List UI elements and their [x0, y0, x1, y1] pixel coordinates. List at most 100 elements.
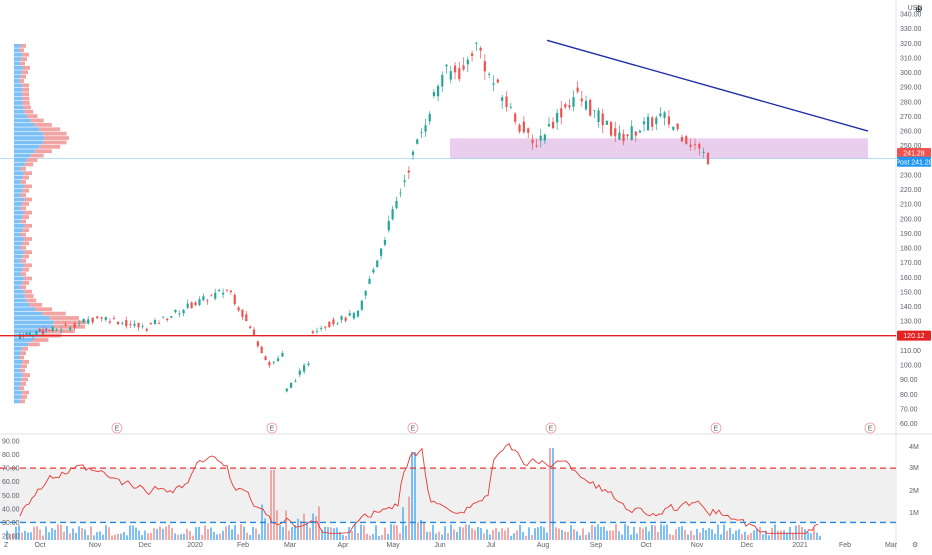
volume-bar: [258, 534, 260, 540]
volume-bar: [609, 530, 611, 540]
volume-profile-down: [19, 355, 24, 360]
candle-body: [69, 327, 72, 330]
candle-body: [672, 126, 675, 130]
volume-profile-up: [14, 219, 21, 224]
volume-bar: [174, 533, 176, 540]
candle-body: [225, 289, 229, 291]
candle-body: [368, 278, 371, 284]
volume-bar: [180, 534, 182, 540]
volume-profile-up: [14, 114, 27, 119]
volume-bar: [408, 496, 410, 540]
volume-profile-down: [20, 166, 26, 171]
volume-profile-down: [22, 83, 29, 88]
volume-bar: [759, 526, 761, 540]
volume-profile-up: [14, 307, 36, 312]
volume-profile-up: [14, 298, 27, 303]
volume-profile-up: [14, 390, 23, 395]
volume-profile-down: [53, 320, 87, 325]
volume-bar: [666, 524, 668, 540]
candle-body: [432, 92, 436, 96]
volume-bar: [552, 448, 554, 540]
volume-bar: [375, 525, 377, 540]
volume-bar: [186, 528, 188, 540]
volume-profile-down: [39, 127, 61, 132]
price-tick-label: 320.00: [900, 41, 922, 48]
volume-bar: [321, 529, 323, 540]
price-tick-label: 310.00: [900, 55, 922, 62]
volume-bar: [435, 533, 437, 540]
volume-bar: [273, 470, 275, 540]
earnings-marker: [864, 422, 876, 434]
candle-body: [112, 317, 116, 319]
volume-profile-up: [14, 359, 23, 364]
time-tick-label: Aug: [537, 542, 550, 549]
volume-bar: [495, 527, 497, 540]
price-tick-label: 330.00: [900, 26, 922, 33]
volume-bar: [717, 524, 719, 540]
candle-body: [601, 113, 604, 126]
volume-profile-up: [14, 399, 21, 404]
add-symbol-icon[interactable]: ⊕: [915, 4, 923, 14]
candle-body: [233, 294, 236, 304]
volume-profile-down: [23, 223, 32, 228]
volume-bar: [96, 532, 98, 540]
candle-body: [642, 121, 646, 125]
volume-bar: [69, 533, 71, 540]
candle-body: [198, 299, 201, 306]
volume-bar: [81, 528, 83, 540]
volume-bar: [807, 532, 809, 540]
candle-body: [264, 356, 267, 361]
volume-profile-down: [22, 241, 29, 246]
time-tick-label: Feb: [237, 542, 249, 549]
volume-bar: [501, 528, 503, 540]
volume-bar: [138, 530, 140, 540]
time-tick-label: Dec: [741, 542, 754, 549]
volume-bar: [231, 529, 233, 540]
volume-bar: [15, 526, 17, 540]
volume-profile-up: [14, 351, 21, 356]
candle-body: [376, 260, 379, 268]
candle-body: [659, 113, 662, 117]
volume-bar: [399, 533, 401, 540]
volume-bar: [102, 534, 104, 540]
volume-profile-up: [14, 250, 24, 255]
price-tick-label: 190.00: [900, 231, 922, 238]
volume-bar: [108, 527, 110, 540]
candle-body: [116, 321, 120, 325]
volume-bar: [291, 527, 293, 540]
candle-body: [87, 319, 90, 324]
earnings-marker-label: E: [868, 426, 873, 433]
volume-profile-down: [44, 136, 69, 140]
volume-bar: [429, 531, 431, 540]
volume-bar: [681, 526, 683, 540]
volume-bar: [615, 524, 617, 540]
candle-body: [680, 136, 684, 142]
candle-body: [166, 318, 169, 321]
candle-body: [618, 132, 621, 140]
candle-body: [260, 346, 263, 354]
volume-bar: [660, 524, 662, 540]
price-tick-label: 140.00: [900, 304, 922, 311]
candle-body: [18, 334, 22, 339]
volume-bar: [558, 528, 560, 540]
volume-profile-down: [20, 74, 26, 79]
indicator-tick-label: 40.00: [2, 506, 20, 513]
volume-bar: [72, 528, 74, 540]
volume-bar: [633, 526, 635, 540]
volume-profile-down: [21, 346, 28, 351]
volume-bar: [426, 531, 428, 540]
price-tick-label: 220.00: [900, 187, 922, 194]
volume-bar: [579, 535, 581, 540]
candle-body: [285, 388, 288, 392]
candle-body: [364, 291, 367, 296]
volume-profile-down: [22, 175, 29, 180]
volume-profile-up: [14, 153, 31, 158]
volume-profile-up: [14, 320, 54, 325]
volume-profile-down: [23, 276, 32, 281]
volume-bar: [516, 530, 518, 540]
volume-bar: [48, 532, 50, 540]
volume-profile-down: [20, 381, 26, 386]
volume-bar: [42, 535, 44, 540]
